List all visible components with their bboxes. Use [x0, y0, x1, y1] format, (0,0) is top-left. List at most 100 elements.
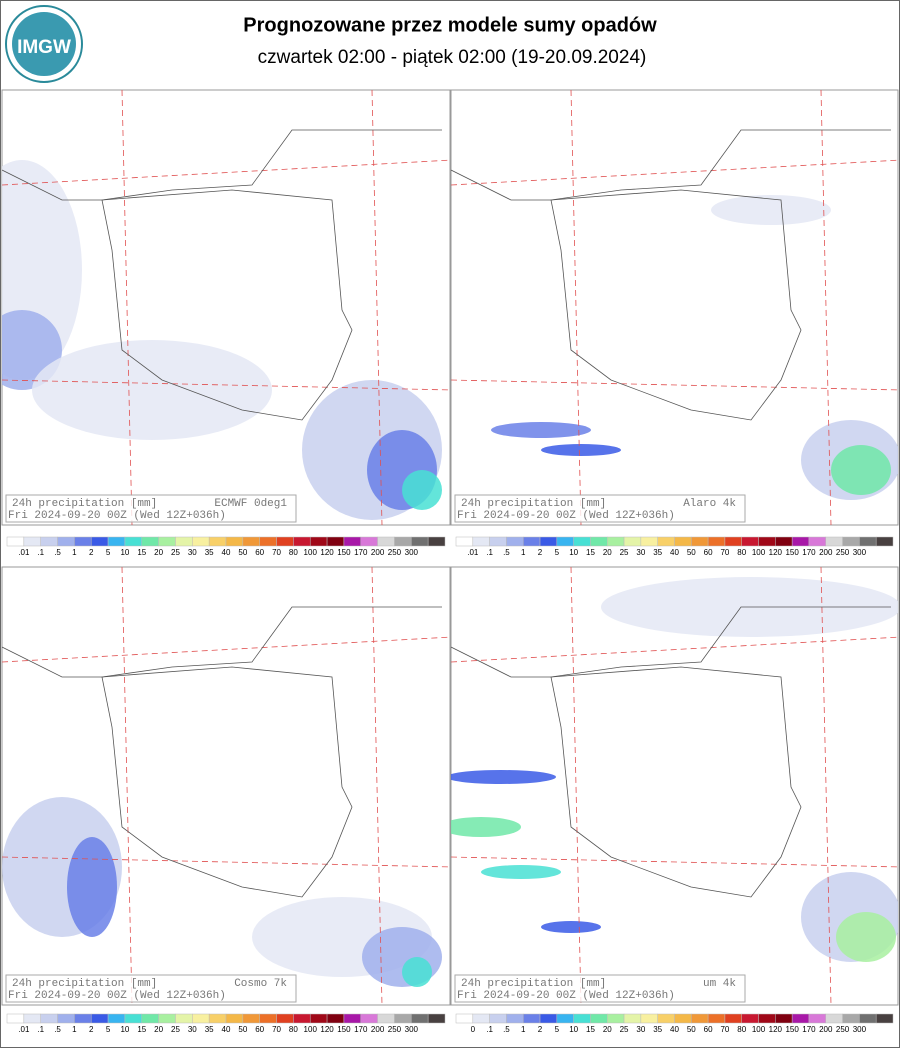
legend-swatch — [522, 1013, 541, 1024]
legend-label: 1 — [521, 548, 526, 557]
legend-swatch — [758, 536, 776, 547]
legend-swatch — [360, 1013, 378, 1024]
legend-swatch — [506, 1013, 524, 1024]
legend-label: 2 — [89, 548, 94, 557]
legend-label: 150 — [785, 1025, 799, 1034]
precip-area — [32, 340, 272, 440]
legend-swatch — [707, 536, 726, 547]
legend-label: 50 — [238, 1025, 247, 1034]
legend-label: 170 — [354, 548, 368, 557]
caption: 24h precipitation [mm] — [461, 978, 606, 990]
legend-swatch — [326, 536, 345, 547]
legend-swatch — [758, 1013, 776, 1024]
graticule — [820, 90, 832, 525]
legend-label: 150 — [337, 548, 351, 557]
precip-area — [402, 957, 432, 987]
model-name: ECMWF 0deg1 — [214, 498, 287, 510]
precip-area — [541, 444, 621, 456]
logo-text: IMGW — [17, 37, 71, 58]
legend-swatch — [472, 536, 490, 547]
legend-swatch — [377, 536, 395, 547]
coast — [2, 606, 442, 678]
graticule — [2, 636, 450, 663]
legend-label: 250 — [388, 1025, 402, 1034]
legend-label: .1 — [486, 548, 493, 557]
legend-swatch — [607, 536, 625, 547]
legend-swatch — [455, 1013, 474, 1024]
graticule — [570, 567, 582, 1005]
map-content — [2, 567, 450, 1005]
legend-swatch — [427, 1013, 446, 1024]
legend-label: 100 — [752, 1025, 766, 1034]
border — [101, 189, 353, 421]
legend-label: 200 — [819, 548, 833, 557]
legend-label: 20 — [154, 548, 163, 557]
model-name: Cosmo 7k — [234, 978, 287, 990]
legend-label: 30 — [188, 1025, 197, 1034]
legend-label: 25 — [171, 1025, 180, 1034]
legend-swatch — [674, 536, 692, 547]
graticule — [2, 856, 450, 868]
legend-label: 120 — [769, 548, 783, 557]
legend-swatch — [192, 536, 210, 547]
legend-label: 200 — [819, 1025, 833, 1034]
legend-swatch — [343, 1013, 362, 1024]
map-content — [2, 90, 450, 525]
legend-label: 20 — [603, 548, 612, 557]
legend-swatch — [208, 1013, 227, 1024]
legend-label: 120 — [769, 1025, 783, 1034]
legend-swatch — [225, 536, 244, 547]
legend-label: 0 — [471, 1025, 476, 1034]
map-panel: 24h precipitation [mm] um 4k Fri 2024-09-2… — [450, 566, 899, 1006]
legend-swatch — [724, 1013, 742, 1024]
legend-label: 1 — [72, 1025, 77, 1034]
legend-swatch — [259, 1013, 277, 1024]
border — [101, 666, 353, 898]
legend-swatch — [276, 1013, 294, 1024]
precip-area — [541, 921, 601, 933]
legend-swatch — [242, 536, 260, 547]
legend-swatch — [489, 536, 507, 547]
legend-swatch — [556, 1013, 574, 1024]
precip-area — [402, 470, 442, 510]
legend-swatch — [489, 1013, 507, 1024]
legend-swatch — [141, 1013, 159, 1024]
legend-swatch — [775, 1013, 793, 1024]
legend-swatch — [40, 536, 58, 547]
legend-swatch — [411, 536, 429, 547]
legend-label: 10 — [569, 548, 578, 557]
precip-area — [451, 770, 556, 784]
legend-label: 50 — [238, 548, 247, 557]
precip-area — [451, 817, 521, 837]
legend-swatch — [326, 1013, 345, 1024]
legend-label: 150 — [785, 548, 799, 557]
legend-label: 25 — [620, 1025, 629, 1034]
legend-label: 100 — [304, 548, 318, 557]
graticule — [451, 636, 898, 663]
legend-swatch — [23, 536, 41, 547]
legend-swatch — [158, 536, 176, 547]
legend-swatch — [875, 536, 894, 547]
legend-label: 70 — [720, 548, 729, 557]
legend-swatch — [506, 536, 524, 547]
precip-area — [836, 912, 896, 962]
legend-label: 170 — [802, 548, 816, 557]
legend-label: 40 — [670, 548, 679, 557]
legend-swatch — [859, 536, 877, 547]
legend-swatch — [472, 1013, 490, 1024]
legend-label: 300 — [405, 548, 419, 557]
legend-swatch — [90, 1013, 109, 1024]
graticule — [121, 567, 133, 1005]
legend-swatch — [141, 536, 159, 547]
caption: 24h precipitation [mm] — [461, 498, 606, 510]
coast — [451, 606, 891, 678]
graticule — [451, 379, 898, 391]
legend: .01.1.5 1 2 5 10 15 20 25 30 35 40 50 60 70 80 100 120 15… — [455, 536, 894, 557]
legend-swatch — [360, 536, 378, 547]
legend-swatch — [859, 1013, 877, 1024]
legend-swatch — [590, 1013, 608, 1024]
legend-label: 20 — [154, 1025, 163, 1034]
legend-label: 170 — [802, 1025, 816, 1034]
map-content — [451, 90, 898, 525]
legend-swatch — [691, 536, 709, 547]
